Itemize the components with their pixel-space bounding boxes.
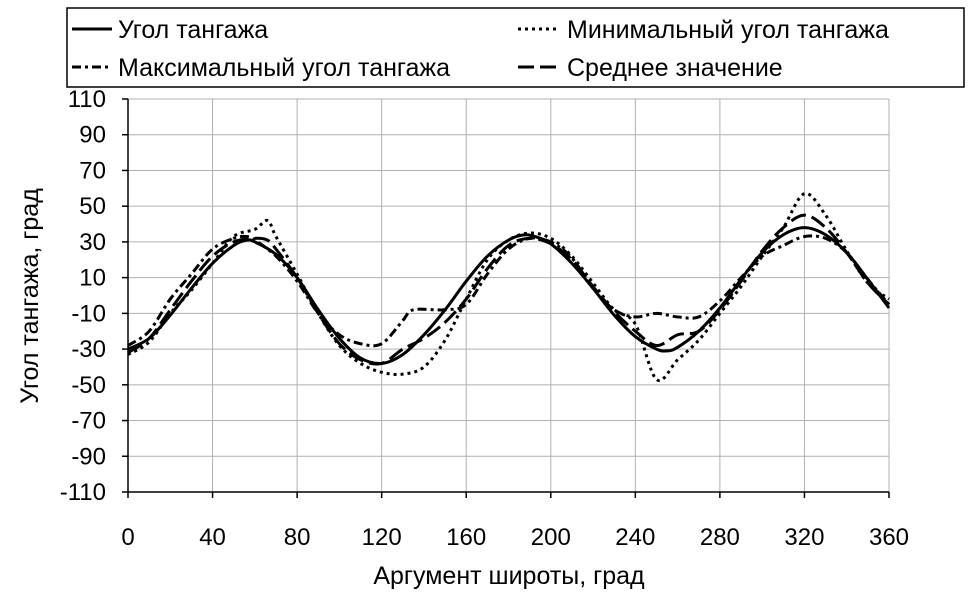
series-line-2 <box>127 192 890 383</box>
axes: 0 40 80 120 160 200 240 280 320 360 110 90 70 50 30 10 -… <box>60 86 909 551</box>
y-tick-label: 50 <box>79 193 106 220</box>
legend-label-4: Среднее значение <box>567 54 783 82</box>
x-axis-title: Аргумент широты, град <box>373 562 645 590</box>
x-tick-label: 160 <box>446 524 486 551</box>
y-axis-title: Угол тангажа, град <box>16 188 44 404</box>
legend-label-3: Максимальный угол тангажа <box>118 54 450 82</box>
series-line-4 <box>127 213 891 366</box>
x-tick-label: 0 <box>121 524 134 551</box>
legend: Угол тангажа Минимальный угол тангажа Макс… <box>66 7 965 88</box>
x-tick-label: 360 <box>869 524 909 551</box>
legend-box <box>66 7 965 88</box>
series-lines <box>127 192 891 383</box>
y-tick-label: -70 <box>71 408 106 435</box>
y-tick-label: 110 <box>68 86 106 113</box>
grid-lines <box>127 98 890 493</box>
series-line-3 <box>127 234 891 348</box>
x-tick-label: 40 <box>199 524 226 551</box>
y-tick-label: -50 <box>71 372 106 399</box>
y-tick-label: 30 <box>79 229 106 256</box>
y-tick-label: -90 <box>71 443 106 470</box>
x-tick-label: 80 <box>284 524 311 551</box>
x-tick-label: 320 <box>784 524 824 551</box>
x-tick-label: 120 <box>362 524 402 551</box>
legend-label-2: Минимальный угол тангажа <box>567 16 889 44</box>
legend-label-1: Угол тангажа <box>118 16 268 44</box>
y-tick-label: 10 <box>79 265 106 292</box>
y-tick-label: -30 <box>71 336 106 363</box>
x-tick-label: 280 <box>700 524 740 551</box>
y-tick-label: -10 <box>71 300 106 327</box>
x-tick-label: 200 <box>531 524 571 551</box>
x-tick-label: 240 <box>615 524 655 551</box>
y-tick-label: 90 <box>79 122 106 149</box>
y-tick-label: 70 <box>79 157 106 184</box>
y-tick-label: -110 <box>60 479 106 506</box>
